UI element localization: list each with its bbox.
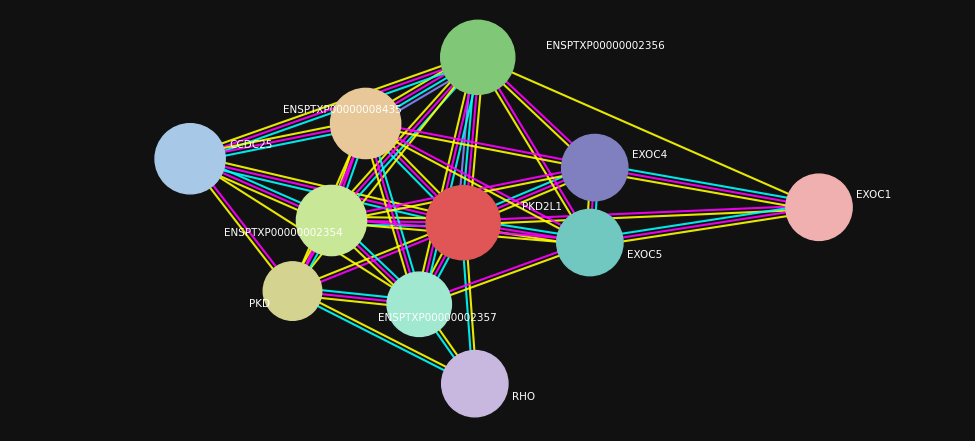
Text: PKD: PKD [249, 299, 270, 309]
Ellipse shape [786, 174, 852, 240]
Text: ENSPTXP00000008435: ENSPTXP00000008435 [283, 105, 402, 115]
Text: ENSPTXP00000002354: ENSPTXP00000002354 [224, 228, 343, 238]
Text: RHO: RHO [512, 392, 535, 402]
Text: EXOC4: EXOC4 [632, 150, 667, 160]
Ellipse shape [296, 185, 367, 256]
Text: ENSPTXP00000002356: ENSPTXP00000002356 [546, 41, 665, 51]
Text: CCDC25: CCDC25 [229, 140, 272, 149]
Ellipse shape [557, 209, 623, 276]
Ellipse shape [426, 186, 500, 260]
Text: EXOC1: EXOC1 [856, 190, 891, 200]
Ellipse shape [562, 135, 628, 201]
Ellipse shape [263, 262, 322, 320]
Ellipse shape [442, 351, 508, 417]
Text: ENSPTXP00000002357: ENSPTXP00000002357 [378, 314, 497, 323]
Ellipse shape [441, 20, 515, 94]
Ellipse shape [155, 123, 225, 194]
Text: EXOC5: EXOC5 [627, 250, 662, 260]
Text: PKD2L1: PKD2L1 [522, 202, 562, 212]
Ellipse shape [331, 88, 401, 159]
Ellipse shape [387, 272, 451, 336]
